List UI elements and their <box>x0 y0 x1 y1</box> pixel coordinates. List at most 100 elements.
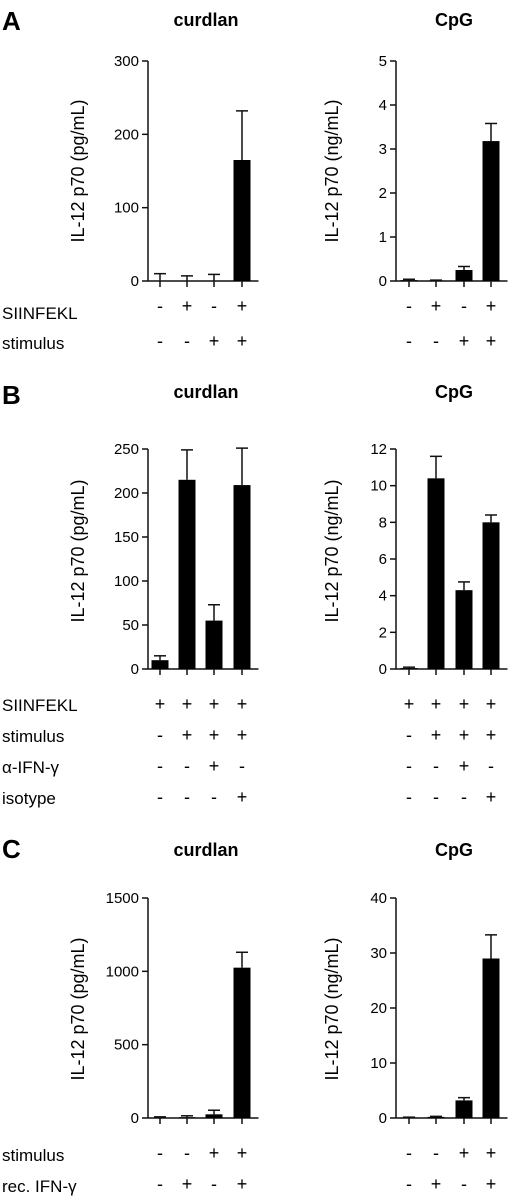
bar <box>233 485 251 669</box>
condition-symbol: + <box>486 1174 497 1194</box>
condition-symbol: + <box>486 1143 497 1163</box>
y-tick-label: 0 <box>379 1110 387 1127</box>
condition-symbol: + <box>209 756 220 776</box>
condition-label-a-1: SIINFEKL <box>2 304 78 323</box>
y-tick-label: 100 <box>114 200 139 217</box>
y-tick-label: 0 <box>379 273 387 290</box>
y-axis-label-a-right: IL-12 p70 (ng/mL) <box>322 99 342 242</box>
condition-symbol: - <box>239 756 245 776</box>
condition-symbol: + <box>209 1143 220 1163</box>
condition-symbol: + <box>486 296 497 316</box>
condition-symbol: - <box>406 756 412 776</box>
condition-symbol: - <box>211 787 217 807</box>
condition-symbol: + <box>431 1174 442 1194</box>
condition-symbol: + <box>237 694 248 714</box>
condition-symbol: + <box>182 725 193 745</box>
y-axis-label-a-left: IL-12 p70 (pg/mL) <box>68 99 88 242</box>
condition-symbol: - <box>157 1143 163 1163</box>
condition-symbol: + <box>404 694 415 714</box>
condition-symbol: + <box>209 331 220 351</box>
bar <box>400 280 418 281</box>
condition-symbol: - <box>211 1174 217 1194</box>
y-tick-label: 5 <box>379 53 387 70</box>
y-axis-label-b-left: IL-12 p70 (pg/mL) <box>68 479 88 622</box>
condition-symbol: - <box>461 1174 467 1194</box>
y-tick-label: 12 <box>370 441 387 458</box>
bar <box>427 1116 445 1118</box>
y-tick-label: 3 <box>379 141 387 158</box>
chart-title-b-left: curdlan <box>173 382 238 402</box>
condition-symbol: - <box>433 787 439 807</box>
condition-symbol: + <box>209 725 220 745</box>
bar <box>482 522 500 669</box>
condition-symbol: - <box>184 787 190 807</box>
condition-symbol: - <box>211 296 217 316</box>
condition-symbol: + <box>182 694 193 714</box>
condition-symbol: - <box>157 756 163 776</box>
condition-label-b-1: SIINFEKL <box>2 696 78 715</box>
condition-symbol: - <box>461 787 467 807</box>
condition-symbol: - <box>157 787 163 807</box>
condition-symbol: + <box>237 1143 248 1163</box>
y-tick-label: 200 <box>114 126 139 143</box>
bar <box>205 1114 223 1118</box>
bar <box>233 967 251 1118</box>
condition-symbol: + <box>431 694 442 714</box>
y-tick-label: 250 <box>114 441 139 458</box>
condition-symbol: + <box>459 694 470 714</box>
y-tick-label: 500 <box>114 1037 139 1054</box>
y-axis-label-c-left: IL-12 p70 (pg/mL) <box>68 937 88 1080</box>
bar <box>455 270 473 281</box>
condition-symbol: - <box>157 1174 163 1194</box>
y-tick-label: 4 <box>379 97 387 114</box>
condition-symbol: + <box>459 725 470 745</box>
condition-symbol: - <box>461 296 467 316</box>
condition-symbol: - <box>488 756 494 776</box>
condition-symbol: - <box>433 331 439 351</box>
condition-symbol: + <box>486 787 497 807</box>
y-tick-label: 0 <box>131 1110 139 1127</box>
bar <box>233 160 251 281</box>
bar <box>205 620 223 669</box>
condition-symbol: - <box>157 725 163 745</box>
bar <box>151 660 169 669</box>
y-tick-label: 200 <box>114 485 139 502</box>
y-tick-label: 0 <box>379 661 387 678</box>
y-tick-label: 300 <box>114 53 139 70</box>
bar <box>482 141 500 281</box>
condition-symbol: - <box>406 725 412 745</box>
condition-symbol: + <box>155 694 166 714</box>
chart-title-a-left: curdlan <box>173 10 238 30</box>
y-axis-label-b-right: IL-12 p70 (ng/mL) <box>322 479 342 622</box>
bar <box>427 478 445 669</box>
condition-symbol: + <box>237 787 248 807</box>
condition-symbol: + <box>237 296 248 316</box>
condition-symbol: + <box>486 694 497 714</box>
condition-symbol: + <box>459 756 470 776</box>
condition-symbol: - <box>406 331 412 351</box>
y-tick-label: 150 <box>114 529 139 546</box>
bar <box>178 479 196 669</box>
y-axis-label-c-right: IL-12 p70 (ng/mL) <box>322 937 342 1080</box>
condition-symbol: - <box>433 1143 439 1163</box>
y-tick-label: 40 <box>370 890 387 907</box>
chart-title-a-right: CpG <box>435 10 473 30</box>
condition-label-b-3: α-IFN-γ <box>2 758 60 777</box>
condition-symbol: + <box>459 331 470 351</box>
condition-label-a-2: stimulus <box>2 334 64 353</box>
y-tick-label: 8 <box>379 514 387 531</box>
condition-symbol: - <box>406 787 412 807</box>
y-tick-label: 4 <box>379 588 387 605</box>
y-tick-label: 1 <box>379 229 387 246</box>
condition-symbol: + <box>182 296 193 316</box>
condition-symbol: - <box>184 756 190 776</box>
condition-symbol: - <box>433 756 439 776</box>
condition-symbol: + <box>237 1174 248 1194</box>
y-tick-label: 1000 <box>106 963 139 980</box>
condition-symbol: + <box>237 331 248 351</box>
